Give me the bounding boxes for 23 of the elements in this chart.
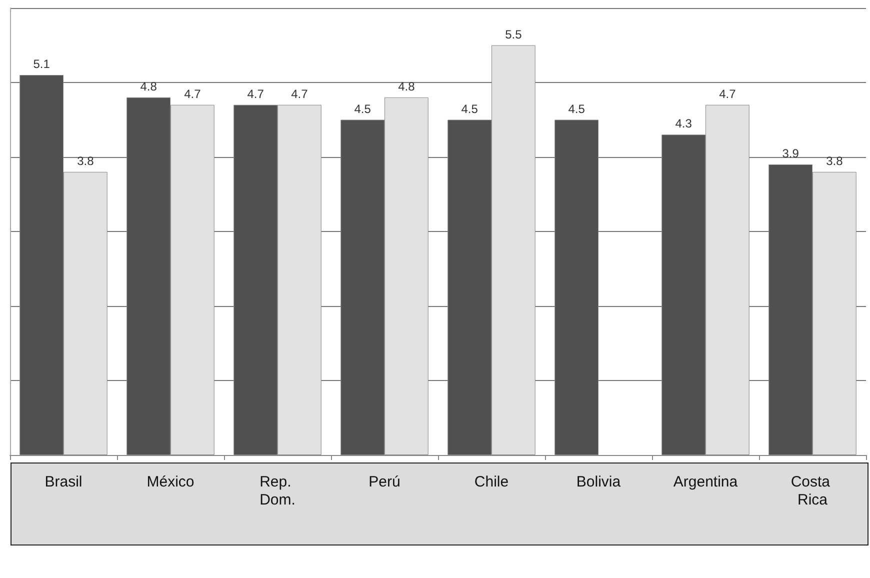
data-label: 4.5 [568,102,586,116]
x-tick-label: Chile [474,474,509,490]
data-label: 5.5 [505,27,522,42]
data-label: 4.7 [247,86,264,101]
x-tick-label: Brasil [44,474,82,490]
data-label: 4.5 [461,102,478,116]
data-label: 4.3 [675,116,692,131]
x-tick-label: Bolivia [576,474,622,490]
data-label: 4.8 [398,79,416,94]
data-label: 4.5 [354,102,372,116]
data-label: 3.8 [826,154,844,168]
x-tick-label: Perú [368,474,400,490]
data-label: 3.8 [77,154,94,168]
data-label: 4.7 [291,86,308,101]
x-tick-label: Argentina [673,474,738,490]
x-tick-label: México [146,474,194,490]
data-label: 5.1 [33,57,50,72]
data-label: 4.7 [184,86,202,101]
data-label: 4.7 [719,86,736,101]
data-label: 3.9 [782,146,800,160]
data-label: 4.8 [140,79,158,94]
x-tick-label: Rep. Dom. [260,474,296,508]
x-tick-label: Costa Rica [790,474,834,508]
